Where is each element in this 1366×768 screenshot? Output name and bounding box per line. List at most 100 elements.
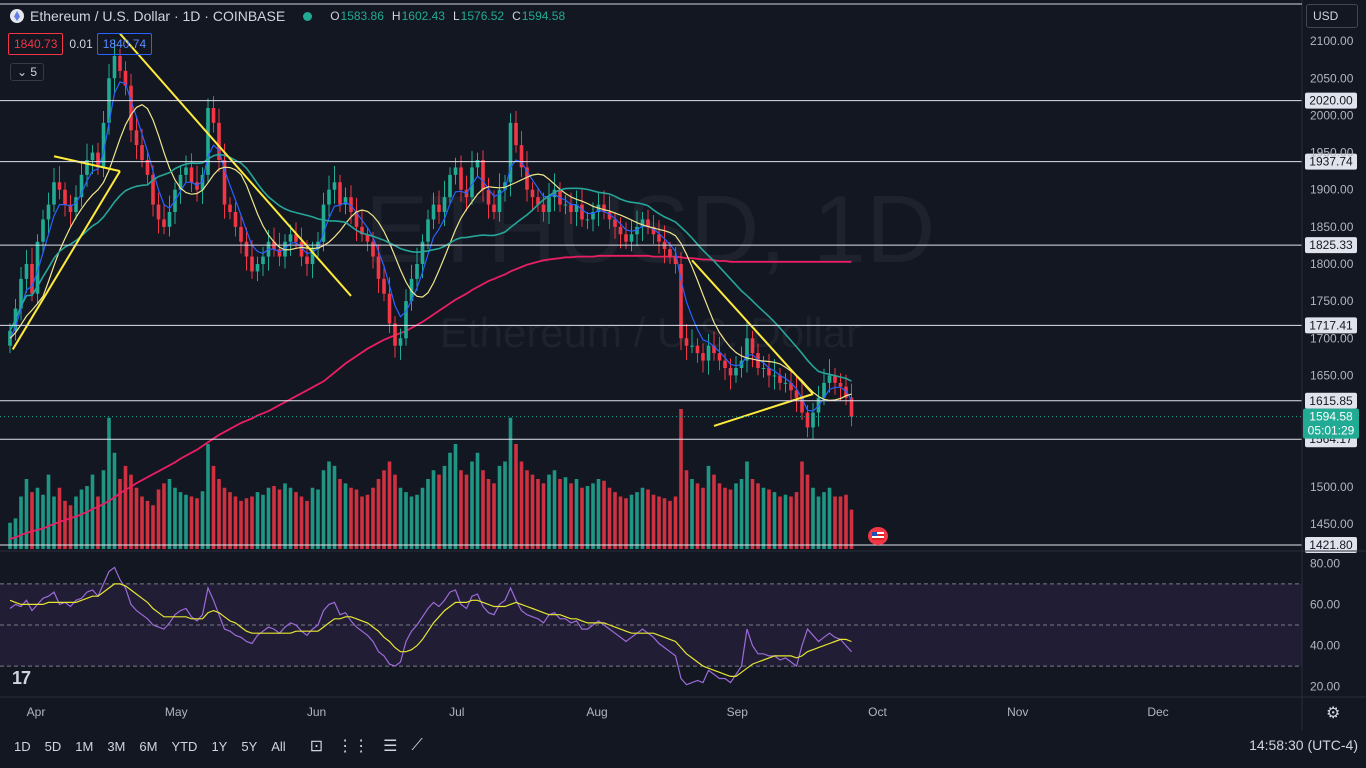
volume-bar [24, 479, 29, 549]
volume-bar [387, 461, 392, 549]
candle-body [167, 212, 172, 227]
candle-body [145, 160, 150, 175]
candle-body [393, 323, 397, 346]
volume-bar [420, 487, 425, 549]
tf-5y[interactable]: 5Y [241, 738, 258, 754]
volume-bar [574, 479, 579, 549]
watermark-name: Ethereum / U.S. Dollar [440, 309, 860, 356]
candle-body [569, 204, 573, 212]
sma-50-line [9, 153, 852, 382]
candle-body [805, 412, 810, 428]
currency-select[interactable]: USD [1306, 4, 1358, 28]
volume-bar [327, 461, 331, 549]
volume-bar [426, 479, 430, 549]
market-status-icon [303, 11, 313, 21]
volume-bar [717, 483, 722, 549]
price-tick-label: 1700.00 [1310, 331, 1354, 345]
candle-body [492, 204, 496, 212]
volume-bar [140, 496, 144, 549]
sell-button[interactable]: 1840.73 [8, 33, 64, 55]
candle-body [717, 353, 722, 361]
last-price-tag [1303, 408, 1359, 439]
candle-body [151, 174, 155, 205]
candle-body [343, 197, 348, 205]
tradingview-logo-icon[interactable]: 17 [12, 668, 31, 688]
volume-bar [294, 492, 298, 549]
candle-body [277, 249, 282, 257]
volume-bar [640, 487, 645, 549]
candle-body [239, 226, 243, 242]
symbol-title[interactable]: Ethereum / U.S. Dollar · 1D · COINBASE [30, 8, 286, 24]
time-tick-label: Jul [449, 705, 464, 719]
candle-body [706, 345, 711, 361]
tf-all[interactable]: All [271, 738, 286, 754]
volume-bar [558, 479, 562, 549]
volume-bar [679, 409, 683, 549]
volume-bar [277, 489, 282, 549]
time-tick-label: Apr [27, 705, 46, 719]
volume-bar [404, 492, 408, 549]
volume-bar [750, 479, 755, 549]
volume-bar [844, 494, 848, 549]
volume-bar [530, 474, 535, 549]
price-chart[interactable]: ETHUSD, 1D Ethereum / U.S. Dollar 2020.00… [0, 0, 1366, 730]
utc-clock[interactable]: 14:58:30 (UTC-4) [1249, 737, 1358, 753]
volume-bar [398, 487, 403, 549]
candle-body [431, 204, 436, 220]
price-tick-label: 2000.00 [1310, 108, 1354, 122]
time-tick-label: Sep [727, 705, 749, 719]
price-tick-label: 1800.00 [1310, 257, 1354, 271]
candle-body [338, 182, 342, 205]
tf-ytd[interactable]: YTD [171, 738, 198, 754]
volume-bar [96, 496, 100, 549]
volume-bar [591, 483, 595, 549]
candle-body [41, 219, 45, 242]
timeframe-bar: 1D 5D 1M 3M 6M YTD 1Y 5Y All ⊡ ⋮⋮ ☰ ⟋ [0, 731, 423, 761]
candle-body [536, 197, 540, 205]
tf-5d[interactable]: 5D [44, 738, 62, 754]
us-flag-icon[interactable] [868, 527, 888, 545]
level-label: 1615.85 [1309, 394, 1353, 408]
volume-bar [602, 480, 606, 549]
volume-bar [338, 479, 342, 549]
candle-body [85, 160, 89, 175]
volume-bar [552, 470, 557, 549]
candle-body [541, 204, 546, 212]
candle-body [123, 70, 128, 86]
price-tick-label: 2050.00 [1310, 71, 1354, 85]
volume-bar [827, 487, 832, 549]
tf-1m[interactable]: 1M [75, 738, 94, 754]
indicator-templates-icon[interactable]: ⟋ [411, 737, 423, 754]
candle-body [140, 145, 144, 160]
candle-body [695, 345, 700, 354]
calendar-range-icon[interactable]: ⊡ [309, 738, 324, 755]
tf-1y[interactable]: 1Y [211, 738, 228, 754]
volume-bar [459, 470, 463, 549]
tf-1d[interactable]: 1D [14, 738, 31, 754]
volume-bar [651, 494, 656, 549]
volume-bar [200, 491, 205, 549]
candle-body [849, 397, 854, 417]
gear-icon[interactable]: ⚙ [1326, 705, 1341, 722]
buy-button[interactable]: 1840.74 [96, 33, 153, 55]
indicators-toggle[interactable]: ⌄ 5 [10, 63, 45, 81]
candle-body [668, 249, 672, 257]
tf-6m[interactable]: 6M [139, 738, 158, 754]
spread-value: 0.01 [69, 37, 93, 51]
volume-bar [123, 465, 128, 549]
time-tick-label: Nov [1007, 705, 1028, 719]
candle-body [712, 345, 716, 354]
volume-bar [833, 496, 837, 549]
candle-body [800, 397, 804, 413]
volume-bar [371, 487, 375, 549]
compare-icon[interactable]: ⋮⋮ [337, 738, 370, 755]
tf-3m[interactable]: 3M [107, 738, 126, 754]
volume-bar [46, 474, 51, 549]
volume-bar [156, 489, 161, 549]
bar-style-icon[interactable]: ☰ [383, 738, 398, 755]
candle-body [415, 264, 419, 279]
volume-bar [668, 500, 672, 549]
volume-bar [618, 496, 623, 549]
volume-bar [453, 444, 458, 549]
candle-body [827, 375, 832, 383]
